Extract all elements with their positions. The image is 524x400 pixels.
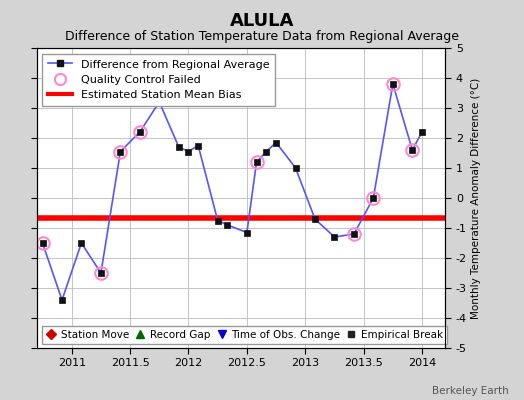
Text: ALULA: ALULA <box>230 12 294 30</box>
Text: Berkeley Earth: Berkeley Earth <box>432 386 508 396</box>
Y-axis label: Monthly Temperature Anomaly Difference (°C): Monthly Temperature Anomaly Difference (… <box>471 77 481 319</box>
Legend: Station Move, Record Gap, Time of Obs. Change, Empirical Break: Station Move, Record Gap, Time of Obs. C… <box>42 326 447 344</box>
Text: Difference of Station Temperature Data from Regional Average: Difference of Station Temperature Data f… <box>65 30 459 43</box>
